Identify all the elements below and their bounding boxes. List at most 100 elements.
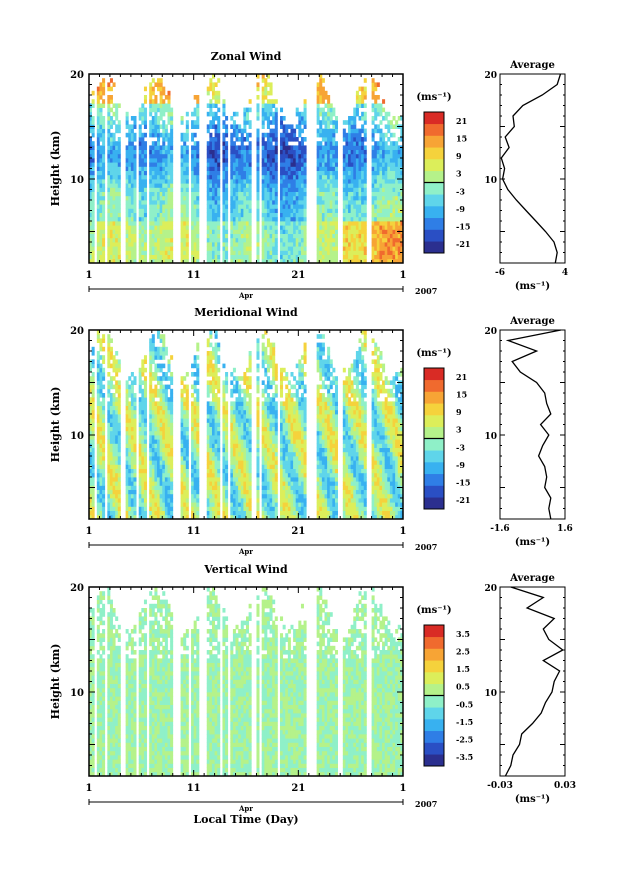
heatmap-cell bbox=[355, 90, 359, 96]
heatmap-cell bbox=[363, 111, 367, 117]
heatmap-cell bbox=[321, 153, 325, 159]
heatmap-cell bbox=[329, 233, 333, 239]
heatmap-cell bbox=[397, 221, 401, 226]
heatmap-cell bbox=[107, 229, 111, 234]
heatmap-cell bbox=[389, 132, 393, 138]
heatmap-cell bbox=[345, 187, 349, 192]
heatmap-cell bbox=[379, 128, 383, 134]
heatmap-cell bbox=[209, 195, 213, 201]
heatmap-cell bbox=[382, 162, 386, 167]
heatmap-cell bbox=[235, 212, 239, 218]
heatmap-cell bbox=[261, 200, 265, 205]
heatmap-cell bbox=[143, 229, 147, 234]
heatmap-cell bbox=[180, 166, 184, 171]
heatmap-cell bbox=[149, 506, 153, 511]
heatmap-cell bbox=[138, 229, 142, 234]
heatmap-cell bbox=[96, 107, 100, 113]
heatmap-cell bbox=[180, 116, 184, 121]
heatmap-cell bbox=[112, 229, 116, 234]
heatmap-cell bbox=[196, 204, 200, 209]
heatmap-cell bbox=[143, 250, 147, 255]
heatmap-cell bbox=[193, 258, 197, 264]
heatmap-cell bbox=[99, 338, 103, 343]
heatmap-cell bbox=[222, 153, 226, 159]
heatmap-cell bbox=[329, 141, 333, 146]
colorbar-swatch bbox=[424, 170, 444, 183]
heatmap-cell bbox=[384, 166, 388, 171]
heatmap-cell bbox=[191, 204, 195, 209]
heatmap-cell bbox=[395, 195, 399, 201]
heatmap-cell bbox=[222, 158, 226, 163]
heatmap-cell bbox=[157, 426, 161, 432]
heatmap-cell bbox=[269, 229, 273, 234]
heatmap-cell bbox=[332, 137, 336, 142]
heatmap-cell bbox=[117, 166, 121, 171]
heatmap-cell bbox=[282, 166, 286, 171]
heatmap-cell bbox=[376, 225, 380, 230]
heatmap-cell bbox=[196, 342, 200, 348]
heatmap-cell bbox=[157, 409, 161, 415]
colorbar-tick-label: -3 bbox=[456, 186, 465, 196]
heatmap-cell bbox=[256, 221, 260, 226]
heatmap-cell bbox=[128, 208, 132, 213]
heatmap-cell bbox=[107, 334, 111, 339]
heatmap-cell bbox=[382, 237, 386, 243]
heatmap-cell bbox=[180, 233, 184, 239]
heatmap-cell bbox=[115, 430, 119, 436]
heatmap-cell bbox=[222, 162, 226, 167]
heatmap-cell bbox=[348, 158, 352, 163]
heatmap-cell bbox=[96, 128, 100, 134]
heatmap-cell bbox=[128, 502, 132, 507]
heatmap-cell bbox=[400, 242, 404, 247]
heatmap-cell bbox=[342, 128, 346, 134]
heatmap-cell bbox=[164, 191, 168, 197]
heatmap-cell bbox=[130, 372, 134, 377]
heatmap-cell bbox=[115, 103, 119, 108]
heatmap-cell bbox=[332, 166, 336, 171]
heatmap-cell bbox=[217, 502, 221, 507]
heatmap-cell bbox=[316, 90, 320, 96]
heatmap-cell bbox=[303, 229, 307, 234]
heatmap-cell bbox=[109, 212, 113, 218]
heatmap-cell bbox=[170, 145, 174, 150]
heatmap-cell bbox=[303, 174, 307, 180]
heatmap-cell bbox=[392, 225, 396, 230]
heatmap-cell bbox=[193, 158, 197, 163]
heatmap-cell bbox=[185, 183, 189, 188]
heatmap-cell bbox=[350, 166, 354, 171]
heatmap-cell bbox=[290, 170, 294, 176]
heatmap-cell bbox=[345, 212, 349, 218]
heatmap-cell bbox=[361, 137, 365, 142]
heatmap-cell bbox=[133, 225, 137, 230]
heatmap-cell bbox=[379, 132, 383, 138]
heatmap-cell bbox=[248, 258, 252, 264]
heatmap-cell bbox=[162, 472, 166, 478]
heatmap-cell bbox=[376, 183, 380, 188]
heatmap-cell bbox=[102, 430, 106, 436]
heatmap-cell bbox=[112, 195, 116, 201]
heatmap-cell bbox=[209, 418, 213, 423]
heatmap-cell bbox=[225, 128, 229, 134]
heatmap-cell bbox=[185, 229, 189, 234]
heatmap-cell bbox=[159, 82, 163, 87]
heatmap-cell bbox=[180, 208, 184, 213]
heatmap-cell bbox=[300, 128, 304, 134]
heatmap-cell bbox=[99, 166, 103, 171]
heatmap-cell bbox=[206, 170, 210, 176]
heatmap-cell bbox=[350, 183, 354, 188]
heatmap-cell bbox=[154, 460, 158, 465]
heatmap-cell bbox=[358, 132, 362, 138]
heatmap-cell bbox=[348, 254, 352, 260]
heatmap-cell bbox=[157, 477, 161, 482]
heatmap-cell bbox=[211, 372, 215, 377]
heatmap-cell bbox=[389, 166, 393, 171]
heatmap-cell bbox=[397, 195, 401, 201]
heatmap-cell bbox=[261, 78, 265, 83]
heatmap-cell bbox=[316, 225, 320, 230]
heatmap-cell bbox=[170, 439, 174, 444]
heatmap-cell bbox=[154, 170, 158, 176]
heatmap-cell bbox=[196, 107, 200, 113]
heatmap-cell bbox=[206, 225, 210, 230]
heatmap-cell bbox=[342, 153, 346, 159]
heatmap-cell bbox=[334, 124, 338, 129]
